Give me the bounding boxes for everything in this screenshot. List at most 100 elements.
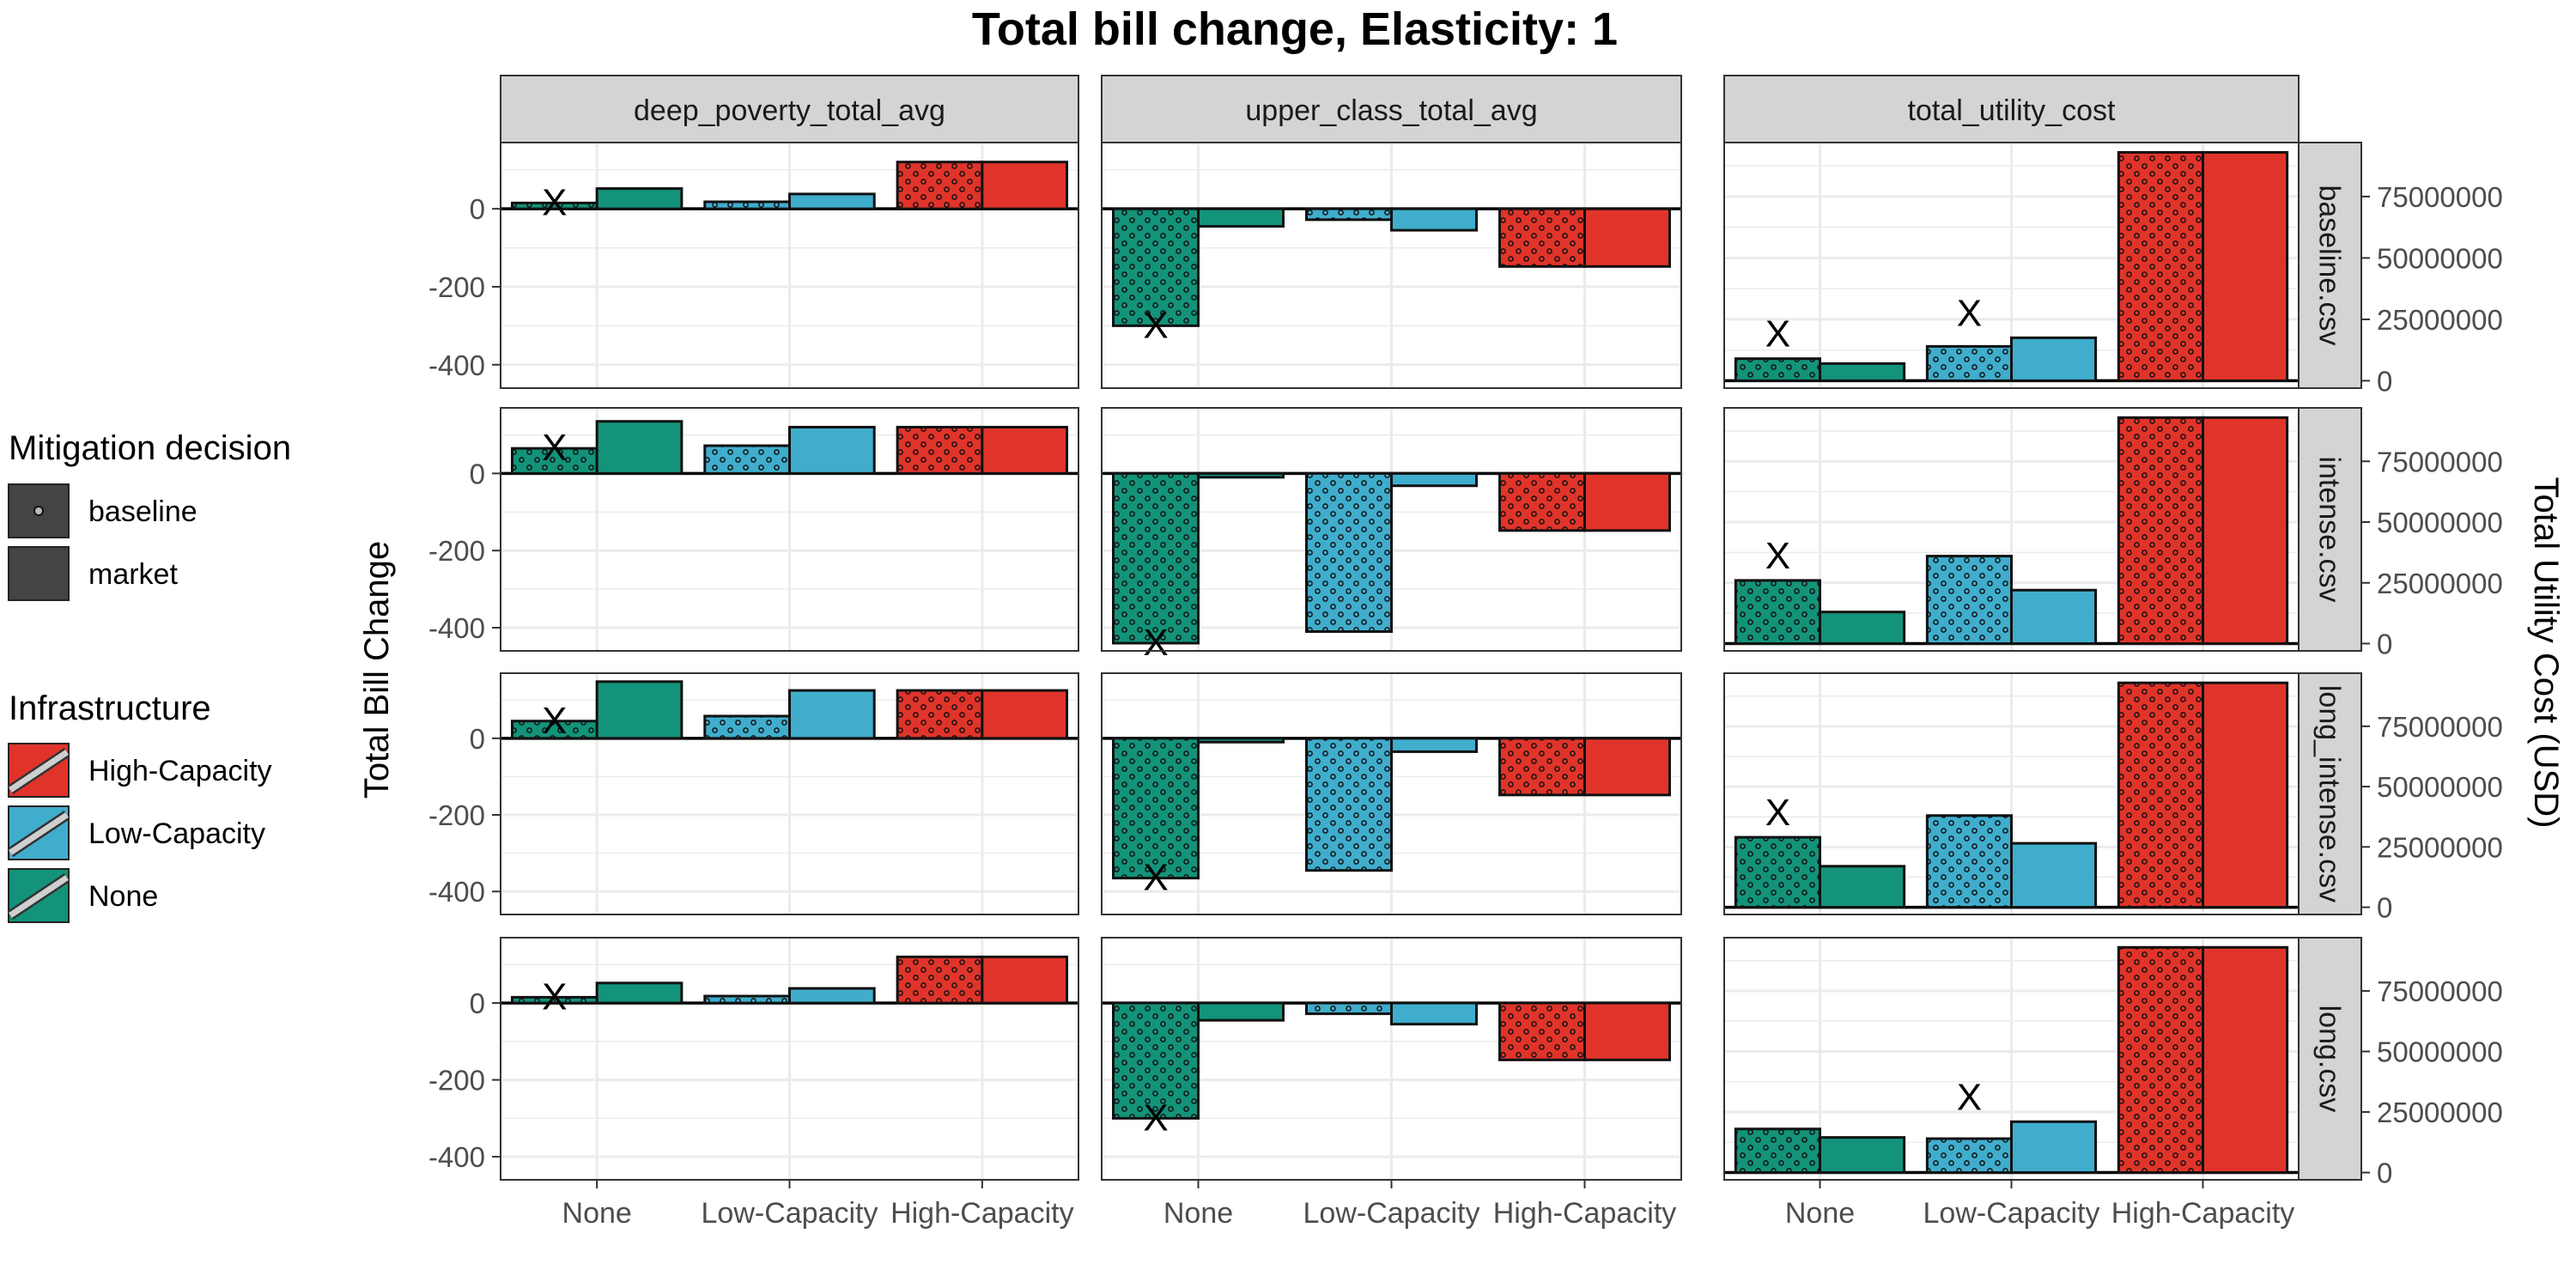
bar-pattern-overlay [704, 446, 790, 474]
x-marker: X [1957, 292, 1982, 334]
bar-market-high-capacity [2202, 945, 2289, 1175]
x-marker: X [542, 181, 567, 223]
bar-market-high-capacity [1583, 471, 1671, 532]
y-tick-label: -200 [428, 535, 485, 567]
bar-market-none [1819, 865, 1906, 909]
bar-pattern-overlay [1306, 209, 1392, 220]
bar-pattern-overlay [704, 202, 790, 210]
column-strip-label: deep_poverty_total_avg [634, 94, 945, 127]
bar-pattern-overlay [1927, 556, 2012, 644]
x-tick-label: Low-Capacity [1923, 1197, 2100, 1230]
panel-long-intense-csv-deep-poverty-total-avg: X 0 -200 -400 [428, 672, 1079, 915]
bar-market-low-capacity [788, 689, 876, 740]
bar-pattern-overlay [1499, 738, 1585, 795]
bar-pattern-overlay [1927, 1139, 2012, 1173]
bar-pattern-overlay [1499, 209, 1585, 267]
bar-pattern-overlay [1735, 580, 1820, 644]
bar-market-low-capacity [1390, 207, 1478, 232]
panel-long-csv-deep-poverty-total-avg: X 0 -200 -400 None Low-Capacity High-Capacity [428, 937, 1079, 1230]
y-tick-label: -400 [428, 612, 485, 644]
y-tick-label-right: 75000000 [2377, 446, 2503, 477]
legend-label: None [88, 880, 158, 913]
bar-pattern-overlay [512, 448, 598, 474]
x-tick-label: Low-Capacity [702, 1197, 878, 1230]
y-tick-label-right: 0 [2377, 629, 2392, 660]
bar-market-high-capacity [981, 955, 1069, 1005]
bar-market-high-capacity [2202, 416, 2289, 646]
x-tick-label: High-Capacity [1493, 1197, 1677, 1230]
panel-border [1101, 672, 1682, 915]
y-tick-label: -400 [428, 349, 485, 381]
bar-market-low-capacity [788, 192, 876, 210]
bar-pattern-overlay [1735, 358, 1820, 381]
bar-pattern-overlay [1735, 1128, 1820, 1173]
panel-border [1101, 142, 1682, 389]
bar-pattern-overlay [1306, 473, 1392, 632]
row-strip-long-csv [2298, 937, 2362, 1181]
legend-dot-icon [33, 506, 44, 516]
y-tick-label: 0 [470, 193, 485, 225]
row-strip-label: baseline.csv [2313, 185, 2346, 345]
bar-market-none [595, 981, 683, 1005]
bar-market-none [595, 680, 683, 740]
y-tick-label: -400 [428, 876, 485, 908]
bar-market-high-capacity [1583, 1001, 1671, 1061]
bar-pattern-overlay [1113, 738, 1199, 878]
bar-market-low-capacity [2010, 1120, 2098, 1175]
column-strip-label: upper_class_total_avg [1245, 94, 1537, 127]
column-strip-total-utility-cost [1723, 75, 2300, 143]
y-axis-left-label: Total Bill Change [358, 541, 396, 799]
legend-label: market [88, 558, 178, 591]
bar-market-low-capacity [1390, 737, 1478, 753]
panel-border [1723, 407, 2300, 652]
bar-pattern-overlay [897, 690, 982, 738]
bar-pattern-overlay [512, 997, 598, 1004]
bar-market-none [1197, 737, 1285, 744]
bar-market-low-capacity [1390, 471, 1478, 488]
y-tick-label-right: 25000000 [2377, 568, 2503, 599]
x-marker: X [1143, 622, 1168, 664]
bar-market-high-capacity [2202, 150, 2289, 382]
y-axis-right-label: Total Utility Cost (USD) [2527, 477, 2565, 829]
x-marker: X [1143, 304, 1168, 346]
panel-long-intense-csv-total-utility-cost: X 0 25000000 50000000 75000000 [1723, 672, 2503, 924]
x-marker: X [1143, 857, 1168, 899]
bar-market-none [1819, 1136, 1906, 1175]
x-marker: X [1765, 792, 1790, 834]
bar-pattern-overlay [1499, 473, 1585, 531]
panel-long-csv-total-utility-cost: X 0 25000000 50000000 75000000 None Low-Capaci… [1723, 937, 2503, 1230]
bar-market-none [1819, 361, 1906, 382]
panel-border [500, 672, 1079, 915]
legend-label: Low-Capacity [88, 817, 265, 850]
legend-key-market: market [8, 546, 178, 601]
x-marker: X [1957, 1076, 1982, 1118]
panel-border [500, 142, 1079, 389]
panel-border [1723, 142, 2300, 389]
panel-intense-csv-upper-class-total-avg: X [1101, 407, 1682, 664]
bar-pattern-overlay [1113, 473, 1199, 644]
bar-market-high-capacity [981, 425, 1069, 475]
bar-market-low-capacity [788, 425, 876, 475]
bar-market-none [595, 187, 683, 210]
bar-market-low-capacity [788, 987, 876, 1005]
bar-pattern-overlay [512, 720, 598, 738]
column-strip-upper-class-total-avg [1101, 75, 1682, 143]
panel-baseline-csv-deep-poverty-total-avg: X 0 -200 -400 [428, 142, 1079, 389]
legend-label: High-Capacity [88, 755, 272, 787]
y-tick-label: 0 [470, 458, 485, 489]
bar-pattern-overlay [2118, 947, 2203, 1173]
legend-key-low-capacity: Low-Capacity [7, 805, 265, 860]
y-tick-label-right: 50000000 [2377, 771, 2503, 803]
y-tick-label: -200 [428, 799, 485, 831]
x-marker: X [1765, 535, 1790, 577]
x-tick-label: None [1785, 1197, 1855, 1230]
bar-pattern-overlay [704, 715, 790, 738]
bar-market-low-capacity [2010, 336, 2098, 382]
column-strip-label: total_utility_cost [1908, 94, 2116, 127]
row-strip-label: intense.csv [2313, 456, 2346, 602]
y-tick-label-right: 25000000 [2377, 1097, 2503, 1128]
y-tick-label-right: 25000000 [2377, 304, 2503, 336]
row-strip-intense-csv [2298, 407, 2362, 652]
legend-stripe [9, 812, 69, 855]
